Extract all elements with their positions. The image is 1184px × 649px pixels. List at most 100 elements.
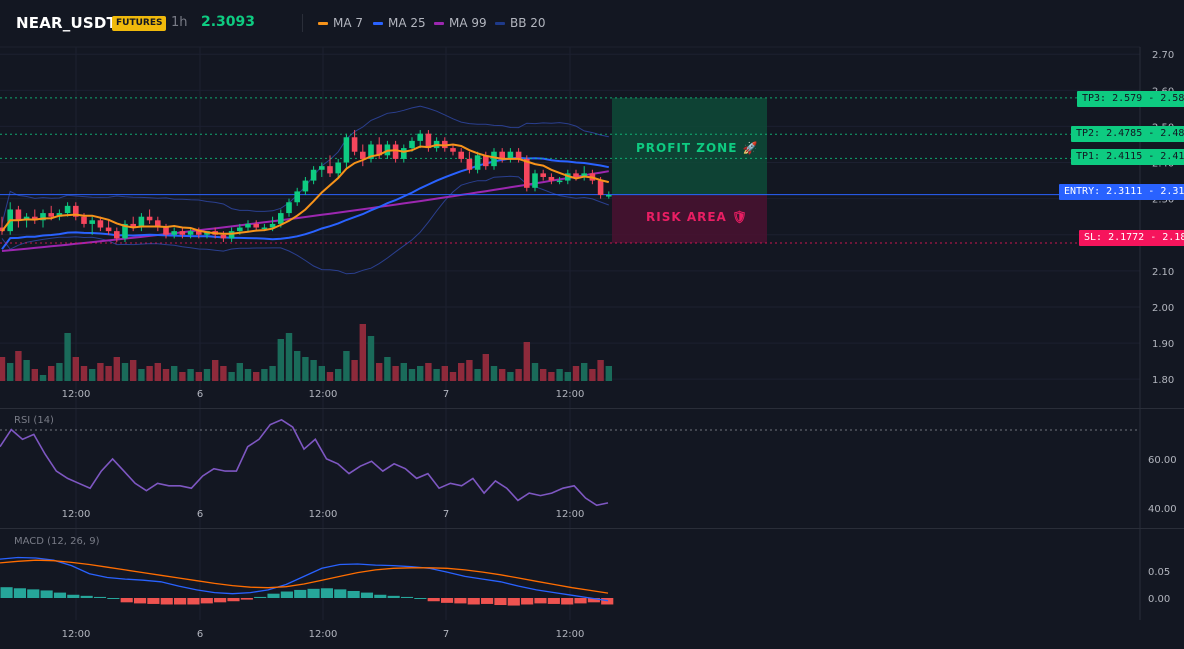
time-axis-label: 12:00 xyxy=(556,509,585,520)
candle-body xyxy=(606,195,612,197)
candle-body xyxy=(155,220,161,228)
bb-upper-line xyxy=(1,105,609,225)
legend-bb20[interactable]: BB 20 xyxy=(495,16,546,30)
macd-histogram-bar xyxy=(93,596,107,598)
macd-histogram-bar xyxy=(427,598,440,602)
volume-bar xyxy=(0,357,6,381)
timeframe-label[interactable]: 1h xyxy=(171,15,188,30)
candle-body xyxy=(310,169,317,181)
rsi-axis-label: 40.00 xyxy=(1148,504,1177,515)
time-axis-label: 12:00 xyxy=(309,389,338,400)
time-axis-label: 12:00 xyxy=(62,629,91,640)
candle-body xyxy=(269,223,276,228)
tp1-tag: TP1: 2.4115 - 2.41 xyxy=(1071,149,1184,165)
macd-histogram-bar xyxy=(0,587,13,598)
volume-bar xyxy=(80,366,88,381)
time-axis-label: 12:00 xyxy=(556,389,585,400)
volume-bar xyxy=(335,369,342,381)
macd-histogram-bar xyxy=(133,598,147,604)
volume-bar xyxy=(417,366,424,381)
volume-bar xyxy=(343,351,350,381)
candle-body xyxy=(163,227,169,235)
volume-bar xyxy=(15,351,22,381)
macd-histogram-bar xyxy=(227,598,240,602)
macd-signal-line xyxy=(0,559,609,594)
macd-axis-label: 0.05 xyxy=(1148,567,1170,578)
candle-body xyxy=(548,176,555,181)
ma99-swatch-icon xyxy=(434,21,444,25)
volume-bar xyxy=(228,372,235,381)
legend-ma7[interactable]: MA 7 xyxy=(318,16,363,30)
volume-bar xyxy=(187,369,194,381)
macd-histogram-bar xyxy=(67,594,80,598)
macd-histogram-bar xyxy=(320,588,333,598)
volume-bar xyxy=(556,369,563,381)
volume-bar xyxy=(23,360,30,381)
candle-body xyxy=(597,180,604,196)
volume-bar xyxy=(294,351,301,381)
volume-bar xyxy=(351,360,358,381)
candle-body xyxy=(40,213,46,221)
ma7-swatch-icon xyxy=(318,21,328,25)
volume-bar xyxy=(400,363,407,381)
volume-bar xyxy=(581,363,588,381)
volume-bar xyxy=(310,360,317,381)
candle-body xyxy=(442,140,448,149)
candle-body xyxy=(179,231,186,235)
price-axis-label: 1.90 xyxy=(1152,339,1174,350)
candle-body xyxy=(556,180,563,183)
time-axis-label: 6 xyxy=(197,509,203,520)
volume-bar xyxy=(425,363,432,381)
macd-axis-label: 0.00 xyxy=(1148,594,1170,605)
time-axis-label: 12:00 xyxy=(62,389,91,400)
volume-bar xyxy=(441,366,448,381)
volume-bar xyxy=(64,333,71,381)
macd-histogram-bar xyxy=(547,598,560,604)
volume-bar xyxy=(458,363,465,381)
candle-body xyxy=(171,231,177,235)
macd-histogram-bar xyxy=(27,589,40,598)
legend-ma99[interactable]: MA 99 xyxy=(434,16,487,30)
candle-body xyxy=(73,205,79,217)
volume-bar xyxy=(105,366,112,381)
volume-bar xyxy=(531,363,539,381)
macd-histogram-bar xyxy=(53,592,67,598)
macd-histogram-bar xyxy=(521,598,534,605)
profit-zone xyxy=(612,97,767,195)
volume-bar xyxy=(97,363,104,381)
legend-ma25[interactable]: MA 25 xyxy=(373,16,426,30)
volume-bar xyxy=(540,369,547,381)
candle-body xyxy=(294,191,300,203)
volume-bar xyxy=(474,369,481,381)
candle-body xyxy=(499,151,505,159)
macd-line xyxy=(0,556,609,602)
candle-body xyxy=(409,140,415,149)
volume-bar xyxy=(154,363,161,381)
candle-body xyxy=(105,227,112,232)
volume-bar xyxy=(482,354,489,381)
candle-body xyxy=(401,148,407,159)
macd-histogram-bar xyxy=(267,593,280,598)
volume-bar xyxy=(261,369,268,381)
volume-bar xyxy=(490,366,498,381)
candle-body xyxy=(474,155,481,170)
price-axis-label: 2.30 xyxy=(1152,195,1174,206)
candle-body xyxy=(97,220,104,228)
candle-body xyxy=(466,158,473,170)
candle-body xyxy=(220,234,227,239)
macd-histogram-bar xyxy=(400,596,414,598)
candle-body xyxy=(15,209,22,221)
volume-bar xyxy=(605,366,612,381)
price-axis-label: 1.80 xyxy=(1152,375,1174,386)
volume-bar xyxy=(244,369,252,381)
macd-histogram-bar xyxy=(107,598,120,599)
volume-bar xyxy=(359,324,366,381)
candle-body xyxy=(146,216,153,221)
candle-body xyxy=(130,223,136,228)
tp2-tag: TP2: 2.4785 - 2.48 xyxy=(1071,126,1184,142)
candle-body xyxy=(343,137,350,163)
symbol-name[interactable]: NEAR_USDT xyxy=(16,14,117,32)
rsi-axis-label: 60.00 xyxy=(1148,455,1177,466)
macd-histogram-bar xyxy=(587,598,600,603)
